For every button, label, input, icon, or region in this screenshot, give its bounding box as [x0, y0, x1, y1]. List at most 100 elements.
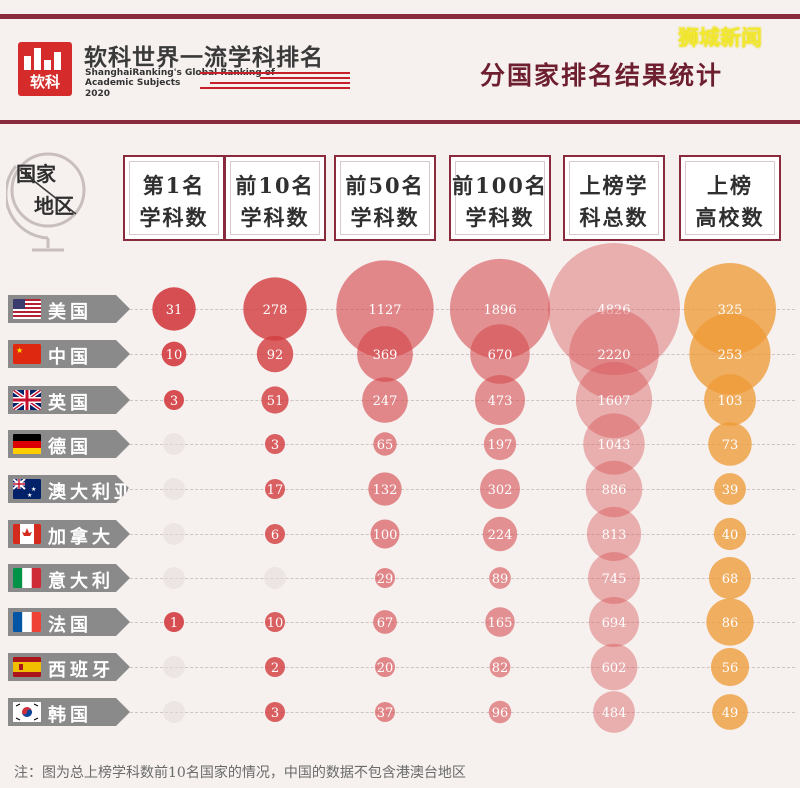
- brand-year: 2020: [85, 89, 111, 99]
- bubble-empty: [264, 567, 286, 589]
- column-header-line2: 学科数: [139, 205, 209, 230]
- header-divider: [0, 120, 800, 124]
- bubble-value-label: 1127: [368, 303, 401, 318]
- country-tag: ★ ★ 澳大利亚: [8, 475, 130, 503]
- bubble-value-label: 197: [488, 438, 513, 453]
- bubble-value-label: 29: [377, 572, 394, 587]
- bubble: [370, 519, 400, 549]
- bubble: [585, 460, 643, 518]
- bubble-value-label: 20: [377, 661, 394, 676]
- svg-text:★: ★: [16, 346, 23, 355]
- bubble: [164, 612, 184, 632]
- bubble: [586, 506, 642, 562]
- bubble: [483, 427, 517, 461]
- bubble-empty: [163, 567, 185, 589]
- country-name: 韩国: [48, 705, 92, 726]
- row-guide-line: [130, 578, 795, 579]
- country-name: 意大利: [48, 571, 114, 592]
- bubble: [489, 567, 511, 589]
- bubble-value-label: 10: [166, 348, 183, 363]
- bubble: [265, 524, 285, 544]
- bubble-value-label: 1043: [597, 438, 630, 453]
- bubble: [336, 260, 434, 358]
- corner-label-region: 地区: [34, 194, 74, 218]
- globe-icon: [6, 152, 86, 252]
- country-name: 中国: [48, 347, 92, 368]
- bubble-value-label: 473: [488, 394, 513, 409]
- country-name: 法国: [48, 615, 92, 636]
- bubble: [712, 694, 748, 730]
- footnote: 注：图为总上榜学科数前10名国家的情况，中国的数据不包含港澳台地区: [14, 765, 466, 781]
- watermark: 狮城新闻: [678, 26, 762, 50]
- bubble-value-label: 37: [377, 706, 394, 721]
- bubble: [375, 568, 395, 588]
- row-guide-line: [130, 354, 795, 355]
- bubble-value-label: 165: [488, 616, 513, 631]
- shanghairanking-logo: 软科: [18, 42, 72, 96]
- country-name: 美国: [48, 302, 92, 323]
- bubble: [265, 612, 285, 632]
- bubble: [708, 422, 752, 466]
- bubble: [590, 643, 638, 691]
- bubble-value-label: 17: [267, 483, 284, 498]
- bubble-value-label: 86: [722, 616, 739, 631]
- country-tag: 加拿大: [8, 520, 130, 548]
- bubble-value-label: 73: [722, 438, 739, 453]
- bubble-value-label: 602: [602, 661, 627, 676]
- header: 软科 软科世界一流学科排名 ShanghaiRanking's Global R…: [0, 19, 800, 120]
- bubble: [265, 434, 285, 454]
- bubble: [357, 326, 413, 382]
- bubble-value-label: 10: [267, 616, 284, 631]
- bubble: [569, 309, 659, 399]
- country-tag: 美国: [8, 295, 130, 323]
- bubble: [265, 657, 285, 677]
- column-header-line1: 第1名: [142, 173, 206, 198]
- country-name: 澳大利亚: [48, 482, 136, 503]
- bubble-value-label: 31: [166, 303, 183, 318]
- bubble: [704, 374, 756, 426]
- bubble-value-label: 89: [492, 572, 509, 587]
- bubble: [482, 516, 518, 552]
- bubble-empty: [163, 656, 185, 678]
- column-header-line1: 前10名: [235, 173, 315, 198]
- brand-title: 软科世界一流学科排名: [84, 45, 324, 71]
- bubble-empty: [163, 701, 185, 723]
- bubble-value-label: 103: [718, 394, 743, 409]
- bubble-value-label: 247: [373, 394, 398, 409]
- china-flag-icon: ★: [13, 344, 41, 364]
- bubble-value-label: 96: [492, 706, 509, 721]
- bubble: [588, 596, 640, 648]
- bubble: [489, 656, 511, 678]
- bubble: [689, 313, 771, 395]
- top-accent-bar: [0, 14, 800, 19]
- bubble-value-label: 670: [488, 348, 513, 363]
- bubble-value-label: 745: [602, 572, 627, 587]
- svg-text:★: ★: [27, 492, 32, 499]
- bubble-value-label: 92: [267, 348, 284, 363]
- column-header-line2: 高校数: [695, 205, 765, 230]
- bubble-value-label: 3: [170, 394, 178, 409]
- bubble-value-label: 1: [170, 616, 178, 631]
- bubble: [375, 657, 395, 677]
- bubble: [265, 479, 285, 499]
- row-guide-line: [130, 444, 795, 445]
- bubble: [588, 552, 640, 604]
- bubble: [485, 607, 515, 637]
- row-guide-line: [130, 400, 795, 401]
- spain-flag-icon: [13, 657, 41, 677]
- corner-label-country: 国家: [16, 162, 56, 186]
- column-header-line1: 前50名: [345, 173, 425, 198]
- country-tag: 法国: [8, 608, 130, 636]
- bubble: [708, 556, 752, 600]
- bubble-value-label: 694: [602, 616, 627, 631]
- column-header-line2: 学科数: [240, 205, 310, 230]
- brand-subtitle: ShanghaiRanking's Global Ranking of Acad…: [85, 68, 275, 88]
- row-guide-line: [130, 712, 795, 713]
- bubble-value-label: 278: [263, 303, 288, 318]
- bubble-value-label: 886: [602, 483, 627, 498]
- column-header-line2: 学科数: [465, 205, 535, 230]
- bubble-value-label: 82: [492, 661, 509, 676]
- svg-text:★: ★: [31, 486, 36, 493]
- bubble: [575, 361, 653, 439]
